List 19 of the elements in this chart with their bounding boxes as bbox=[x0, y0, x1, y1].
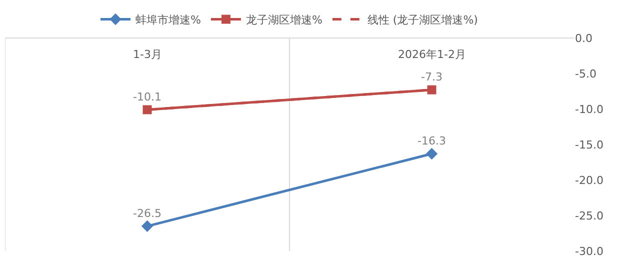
y-tick-label: -15.0 bbox=[575, 138, 604, 152]
y-tick-label: 0.0 bbox=[575, 32, 592, 45]
y-tick-label: -30.0 bbox=[575, 244, 604, 258]
x-tick-label: 2026年1-2月 bbox=[398, 48, 466, 61]
data-label: -7.3 bbox=[421, 70, 442, 84]
y-tick-label: -10.0 bbox=[575, 102, 604, 116]
data-label: -16.3 bbox=[418, 134, 446, 148]
point bbox=[141, 220, 154, 232]
legend-label: 蚌埠市增速% bbox=[136, 14, 201, 27]
y-tick-label: -5.0 bbox=[575, 67, 596, 80]
data-label: -10.1 bbox=[133, 90, 162, 104]
point bbox=[426, 148, 438, 160]
point bbox=[427, 85, 436, 94]
legend-label: 龙子湖区增速% bbox=[246, 14, 322, 27]
y-tick-label: -25.0 bbox=[575, 209, 604, 222]
data-label: -26.5 bbox=[133, 206, 162, 220]
y-tick-label: -20.0 bbox=[575, 174, 604, 187]
x-tick-label: 1-3月 bbox=[133, 48, 162, 61]
legend-label: 线性 (龙子湖区增速%) bbox=[367, 14, 478, 27]
